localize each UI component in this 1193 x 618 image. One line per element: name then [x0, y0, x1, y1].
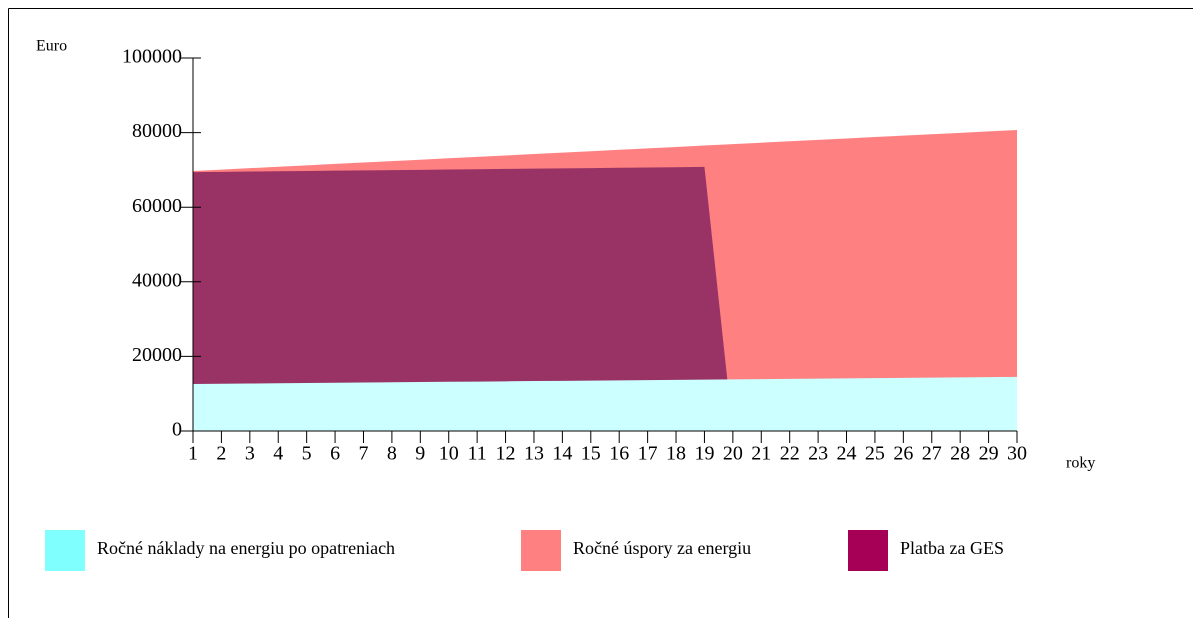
y-axis-label: Euro: [36, 38, 67, 55]
x-tick-label: 11: [468, 443, 487, 465]
x-tick-label: 14: [552, 443, 572, 465]
x-tick-label: 28: [950, 443, 970, 465]
x-tick-label: 22: [780, 443, 800, 465]
x-tick-label: 7: [358, 443, 368, 465]
x-tick-label: 16: [609, 443, 629, 465]
legend-swatch: [45, 530, 85, 571]
x-tick-label: 2: [216, 443, 226, 465]
x-tick-label: 29: [979, 443, 999, 465]
x-tick-label: 19: [694, 443, 714, 465]
area: [193, 166, 1017, 431]
x-tick-label: 30: [1007, 443, 1027, 465]
legend-label: Ročné úspory za energiu: [573, 538, 751, 558]
y-tick-label: 80000: [132, 120, 182, 142]
legend-swatch: [521, 530, 561, 571]
x-tick-label: 5: [302, 443, 312, 465]
y-tick-label: 100000: [122, 46, 182, 68]
y-tick-label: 60000: [132, 195, 182, 217]
x-tick-label: 8: [387, 443, 397, 465]
y-tick-label: 0: [172, 419, 182, 441]
x-tick-label: 25: [865, 443, 885, 465]
x-tick-label: 18: [666, 443, 686, 465]
x-tick-label: 6: [330, 443, 340, 465]
x-tick-label: 13: [524, 443, 544, 465]
legend-swatch: [848, 530, 888, 571]
x-tick-label: 26: [893, 443, 913, 465]
x-tick-label: 21: [751, 443, 771, 465]
x-tick-label: 9: [415, 443, 425, 465]
x-tick-label: 24: [837, 443, 857, 465]
x-tick-label: 27: [922, 443, 942, 465]
x-tick-label: 10: [439, 443, 459, 465]
x-tick-label: 15: [581, 443, 601, 465]
legend-label: Ročné náklady na energiu po opatreniach: [97, 538, 395, 558]
x-axis-label: roky: [1066, 455, 1095, 472]
x-tick-label: 3: [245, 443, 255, 465]
x-tick-label: 17: [638, 443, 658, 465]
x-tick-label: 1: [188, 443, 198, 465]
y-tick-label: 20000: [132, 344, 182, 366]
legend-label: Platba za GES: [900, 538, 1004, 558]
x-tick-label: 23: [808, 443, 828, 465]
y-tick-label: 40000: [132, 269, 182, 291]
x-tick-label: 4: [273, 443, 283, 465]
area: [193, 376, 1017, 431]
x-tick-label: 12: [496, 443, 516, 465]
x-tick-label: 20: [723, 443, 743, 465]
